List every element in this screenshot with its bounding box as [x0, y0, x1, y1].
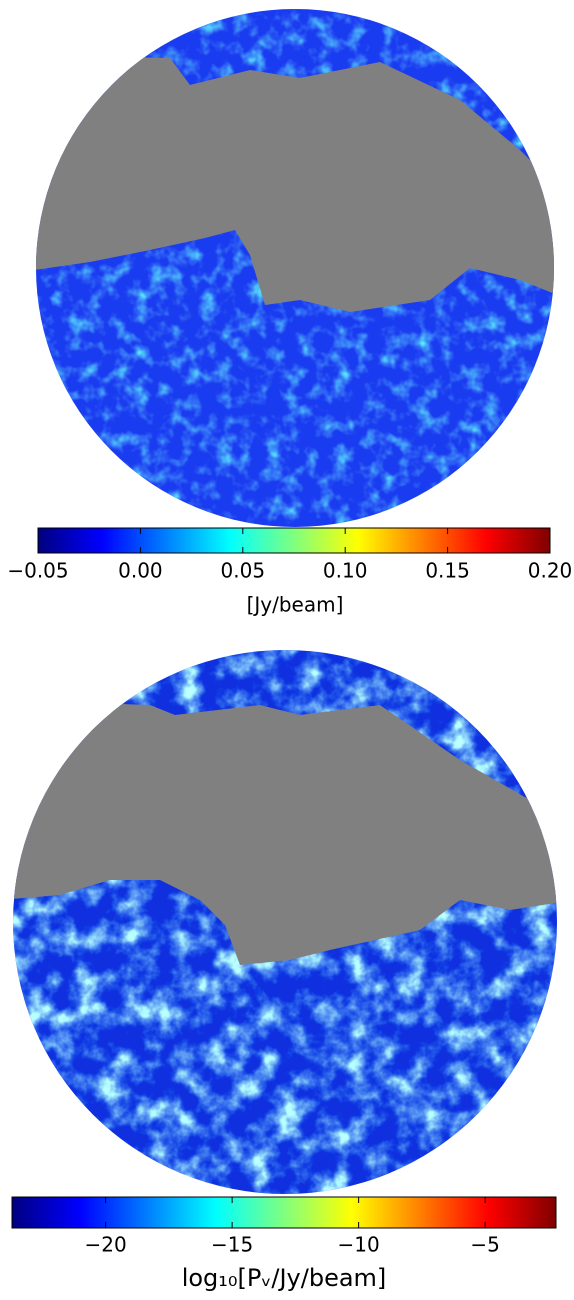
colorbar-tick-label: 0.05	[221, 559, 266, 583]
colorbar-tick-label: 0.10	[323, 559, 368, 583]
colorbar-tick-label: −15	[211, 1233, 253, 1257]
colorbar-tick-label: 0.20	[528, 559, 573, 583]
colorbar-label: [Jy/beam]	[247, 593, 344, 617]
colorbar-tick-label: −5	[470, 1233, 499, 1257]
colorbar-tick-label: −10	[338, 1233, 380, 1257]
sky-map	[36, 9, 554, 527]
colorbar-tick-label: 0.00	[118, 559, 163, 583]
colorbar-tick-label: −20	[85, 1233, 127, 1257]
colorbar-gradient	[11, 1196, 557, 1229]
colorbar-tick-label: 0.15	[425, 559, 470, 583]
colorbar	[11, 527, 557, 1229]
colorbar-gradient	[37, 527, 551, 554]
colorbar-tick-label: −0.05	[7, 559, 68, 583]
sky-map	[13, 650, 557, 1194]
colorbar-label: log₁₀[Pᵥ/Jy/beam]	[182, 1264, 387, 1292]
